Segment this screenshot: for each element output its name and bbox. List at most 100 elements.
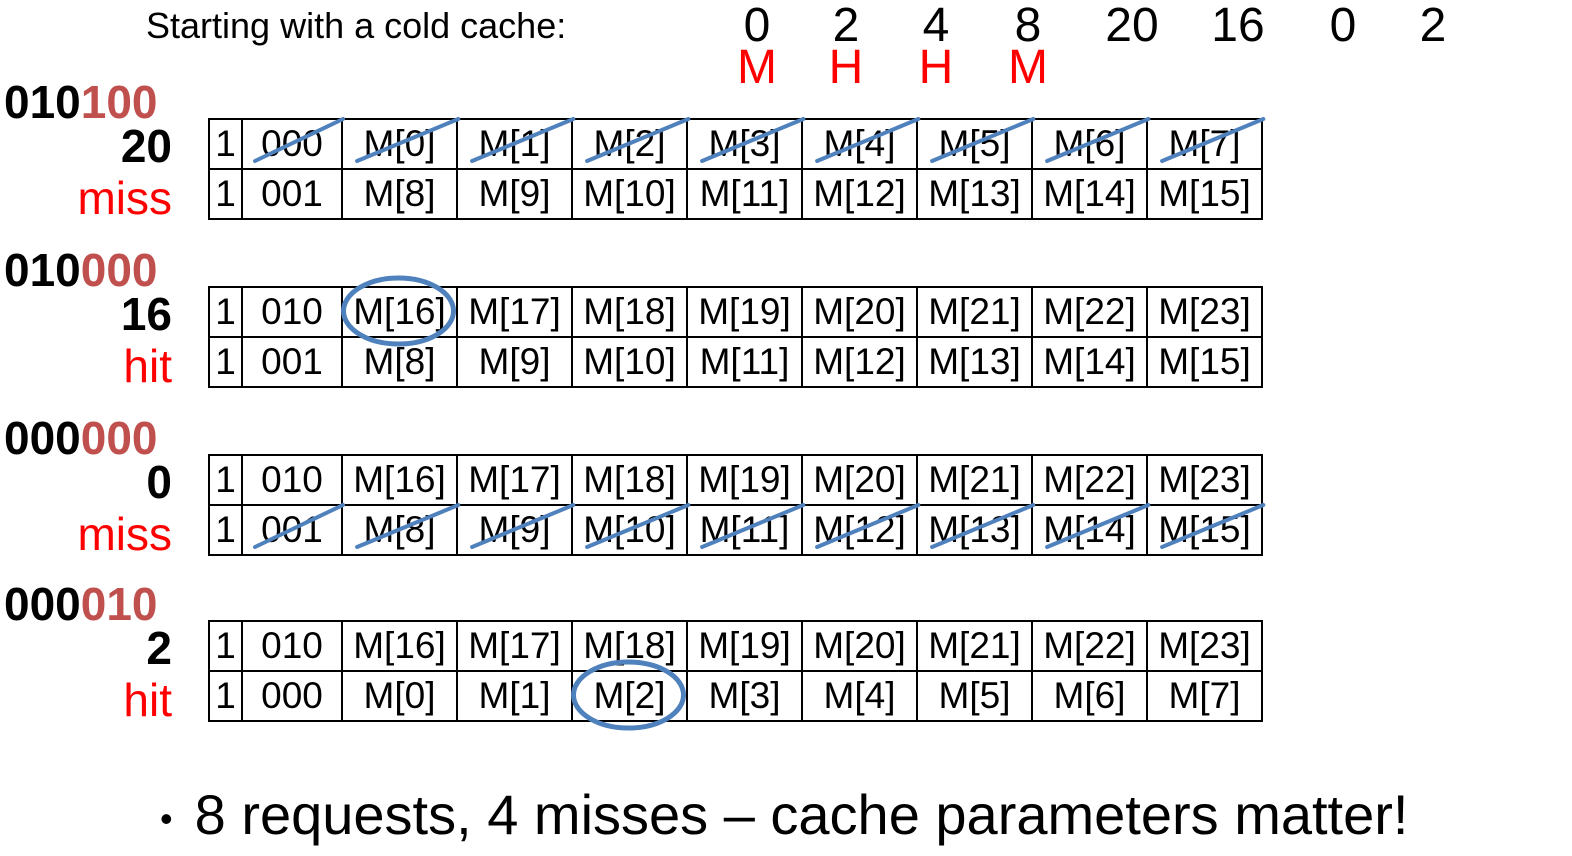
block-word-cell: M[23]: [1146, 454, 1263, 506]
block-word-cell: M[10]: [571, 504, 688, 556]
block-word-cell: M[9]: [456, 336, 573, 388]
block-word-cell: M[11]: [686, 504, 803, 556]
step-result: hit: [123, 340, 172, 392]
block-word-cell: M[8]: [341, 504, 458, 556]
sequence-result-3: M: [1008, 41, 1048, 94]
block-word-cell: M[19]: [686, 620, 803, 672]
block-word-cell: M[22]: [1031, 454, 1148, 506]
cache-line: 1 001 M[8] M[9] M[10] M[11] M[12] M[13] M[14] M[1…: [208, 504, 1263, 556]
block-word-cell: M[17]: [456, 286, 573, 338]
block-word-cell: M[19]: [686, 286, 803, 338]
step-address-binary: 010100: [4, 78, 174, 126]
block-word-cell: M[20]: [801, 454, 918, 506]
block-word-cell: M[17]: [456, 454, 573, 506]
block-word-cell: M[2]: [571, 118, 688, 170]
block-word-cell: M[4]: [801, 118, 918, 170]
block-word-cell: M[7]: [1146, 670, 1263, 722]
cache-table: 1 000 M[0] M[1] M[2] M[3] M[4] M[5] M[6] M[7] 1 001…: [208, 118, 1263, 220]
cache-line: 1 010 M[16] M[17] M[18] M[19] M[20] M[21] M[22] M…: [208, 286, 1263, 338]
sequence-address-0: 0: [743, 0, 771, 52]
block-word-cell: M[12]: [801, 336, 918, 388]
cache-line: 1 001 M[8] M[9] M[10] M[11] M[12] M[13] M[14] M[1…: [208, 336, 1263, 388]
sequence-address-5: 16: [1211, 0, 1265, 52]
block-word-cell: M[6]: [1031, 670, 1148, 722]
block-word-cell: M[21]: [916, 454, 1033, 506]
sequence-result-0: M: [737, 41, 777, 94]
block-word-cell: M[9]: [456, 504, 573, 556]
block-word-cell: M[22]: [1031, 286, 1148, 338]
block-word-cell: M[10]: [571, 168, 688, 220]
block-word-cell: M[1]: [456, 670, 573, 722]
block-word-cell: M[16]: [341, 454, 458, 506]
cache-line: 1 000 M[0] M[1] M[2] M[3] M[4] M[5] M[6] M[7]: [208, 118, 1263, 170]
block-word-cell: M[20]: [801, 286, 918, 338]
block-word-cell: M[14]: [1031, 504, 1148, 556]
block-word-cell: M[0]: [341, 118, 458, 170]
sequence-address-1: 2: [832, 0, 860, 52]
address-tag-index-bits: 010: [4, 244, 81, 296]
block-word-cell: M[4]: [801, 670, 918, 722]
block-word-cell: M[12]: [801, 168, 918, 220]
step-address-decimal: 2: [146, 622, 172, 674]
block-word-cell: M[19]: [686, 454, 803, 506]
block-word-cell: M[21]: [916, 620, 1033, 672]
valid-bit: 1: [208, 620, 243, 672]
tag-cell: 001: [241, 168, 343, 220]
sequence-address-6: 0: [1329, 0, 1357, 52]
block-word-cell: M[16]: [341, 620, 458, 672]
block-word-cell: M[16]: [341, 286, 458, 338]
tag-cell: 000: [241, 670, 343, 722]
tag-cell: 010: [241, 620, 343, 672]
block-word-cell: M[10]: [571, 336, 688, 388]
step-address-binary: 010000: [4, 246, 174, 294]
block-word-cell: M[18]: [571, 620, 688, 672]
step-address-decimal: 16: [120, 288, 172, 340]
block-word-cell: M[13]: [916, 168, 1033, 220]
cache-line: 1 001 M[8] M[9] M[10] M[11] M[12] M[13] M[14] M[1…: [208, 168, 1263, 220]
block-word-cell: M[18]: [571, 454, 688, 506]
cache-line: 1 010 M[16] M[17] M[18] M[19] M[20] M[21] M[22] M…: [208, 620, 1263, 672]
valid-bit: 1: [208, 286, 243, 338]
block-word-cell: M[6]: [1031, 118, 1148, 170]
cache-line: 1 000 M[0] M[1] M[2] M[3] M[4] M[5] M[6] M[7]: [208, 670, 1263, 722]
block-word-cell: M[5]: [916, 670, 1033, 722]
cache-table: 1 010 M[16] M[17] M[18] M[19] M[20] M[21] M[22] M…: [208, 620, 1263, 722]
tag-cell: 010: [241, 286, 343, 338]
block-word-cell: M[11]: [686, 168, 803, 220]
cache-table: 1 010 M[16] M[17] M[18] M[19] M[20] M[21] M[22] M…: [208, 286, 1263, 388]
tag-cell: 000: [241, 118, 343, 170]
sequence-address-7: 2: [1419, 0, 1447, 52]
bullet-dot: •: [160, 798, 173, 840]
tag-cell: 010: [241, 454, 343, 506]
block-word-cell: M[13]: [916, 504, 1033, 556]
tag-cell: 001: [241, 504, 343, 556]
block-word-cell: M[23]: [1146, 286, 1263, 338]
block-word-cell: M[0]: [341, 670, 458, 722]
block-word-cell: M[15]: [1146, 336, 1263, 388]
cache-table: 1 010 M[16] M[17] M[18] M[19] M[20] M[21] M[22] M…: [208, 454, 1263, 556]
sequence-result-1: H: [828, 41, 864, 94]
address-offset-bits: 000: [80, 244, 158, 296]
block-word-cell: M[23]: [1146, 620, 1263, 672]
block-word-cell: M[14]: [1031, 168, 1148, 220]
block-word-cell: M[1]: [456, 118, 573, 170]
address-tag-index-bits: 000: [4, 412, 81, 464]
valid-bit: 1: [208, 504, 243, 556]
block-word-cell: M[15]: [1146, 504, 1263, 556]
block-word-cell: M[20]: [801, 620, 918, 672]
block-word-cell: M[12]: [801, 504, 918, 556]
address-offset-bits: 000: [80, 412, 158, 464]
valid-bit: 1: [208, 670, 243, 722]
tag-cell: 001: [241, 336, 343, 388]
block-word-cell: M[14]: [1031, 336, 1148, 388]
sequence-address-2: 4: [922, 0, 950, 52]
block-word-cell: M[8]: [341, 168, 458, 220]
address-tag-index-bits: 010: [4, 76, 81, 128]
step-address-binary: 000000: [4, 414, 174, 462]
sequence-address-3: 8: [1014, 0, 1042, 52]
block-word-cell: M[18]: [571, 286, 688, 338]
block-word-cell: M[13]: [916, 336, 1033, 388]
block-word-cell: M[11]: [686, 336, 803, 388]
block-word-cell: M[22]: [1031, 620, 1148, 672]
block-word-cell: M[3]: [686, 118, 803, 170]
